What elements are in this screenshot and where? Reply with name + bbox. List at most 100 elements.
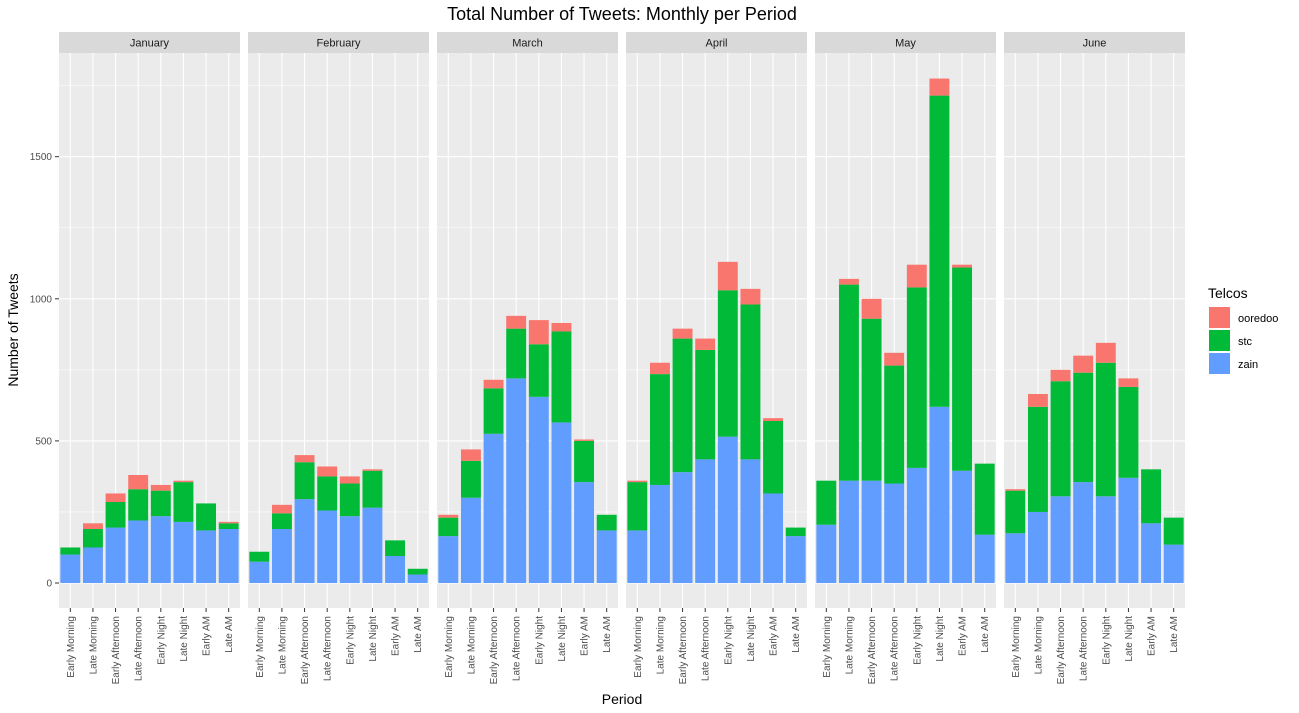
bar-zain: [60, 554, 81, 583]
bar-zain: [128, 520, 149, 583]
x-tick-label: Late Morning: [88, 616, 99, 674]
bar-stc: [150, 490, 171, 517]
bar-stc: [974, 463, 995, 535]
x-tick-label: Late Afternoon: [134, 616, 145, 681]
facet-strip: [1004, 32, 1185, 53]
y-axis-title: Number of Tweets: [5, 273, 21, 386]
legend-label-zain: zain: [1238, 359, 1258, 371]
x-tick-label: Late Night: [1124, 616, 1135, 662]
bar-zain: [196, 530, 217, 583]
x-tick-label: Early Afternoon: [867, 616, 878, 684]
bar-ooredoo: [317, 466, 338, 477]
bar-stc: [173, 482, 194, 522]
bar-stc: [407, 568, 428, 575]
bar-ooredoo: [695, 338, 716, 350]
facet-february: February Early Morning Late Morning Early A…: [248, 32, 429, 684]
bar-ooredoo: [294, 455, 315, 463]
bar-zain: [438, 536, 459, 583]
bar-stc: [271, 513, 292, 530]
bar-stc: [695, 349, 716, 460]
x-tick-label: Late Afternoon: [890, 616, 901, 681]
x-tick-label: Early Morning: [255, 616, 266, 678]
bar-stc: [362, 470, 383, 508]
y-tick-label: 1000: [30, 294, 53, 305]
bar-zain: [906, 467, 927, 583]
x-tick-label: Early Morning: [444, 616, 455, 678]
facet-june: June Early Morning Late Morning Early After…: [1004, 32, 1185, 684]
facet-strip: [815, 32, 996, 53]
x-tick-label: Early Morning: [822, 616, 833, 678]
bar-zain: [82, 547, 103, 583]
x-tick-label: Early Night: [912, 616, 923, 665]
x-tick-label: Early Afternoon: [111, 616, 122, 684]
bar-ooredoo: [105, 493, 126, 503]
bar-ooredoo: [740, 288, 761, 305]
bar-stc: [294, 462, 315, 500]
bar-ooredoo: [128, 475, 149, 490]
bar-stc: [1118, 386, 1139, 478]
bar-ooredoo: [627, 480, 648, 483]
bar-zain: [362, 507, 383, 583]
x-tick-label: Early Night: [723, 616, 734, 665]
bar-stc: [672, 338, 693, 473]
x-tick-label: Early Afternoon: [1056, 616, 1067, 684]
bar-ooredoo: [838, 278, 859, 285]
bar-zain: [173, 521, 194, 583]
bar-ooredoo: [528, 320, 549, 345]
bar-stc: [763, 421, 784, 494]
bar-ooredoo: [1005, 489, 1026, 491]
bar-stc: [740, 304, 761, 460]
x-tick-label: Late Morning: [466, 616, 477, 674]
x-tick-label: Late Morning: [655, 616, 666, 674]
bar-zain: [740, 459, 761, 583]
legend-key-stc: [1209, 330, 1230, 351]
bar-zain: [506, 378, 527, 583]
bar-zain: [717, 436, 738, 583]
bar-zain: [1118, 477, 1139, 583]
bar-zain: [816, 524, 837, 583]
x-tick-label: Late Afternoon: [701, 616, 712, 681]
x-tick-label: Early Morning: [66, 616, 77, 678]
bar-ooredoo: [1050, 369, 1071, 382]
x-tick-label: Late Night: [179, 616, 190, 662]
bar-zain: [150, 516, 171, 583]
bar-ooredoo: [173, 480, 194, 483]
bar-stc: [128, 489, 149, 521]
x-tick-label: Late AM: [224, 616, 235, 653]
x-tick-label: Early Night: [1101, 616, 1112, 665]
bar-stc: [528, 344, 549, 397]
bar-stc: [551, 331, 572, 423]
bar-ooredoo: [1095, 342, 1116, 363]
x-tick-label: Early Night: [534, 616, 545, 665]
bar-stc: [1095, 362, 1116, 497]
x-tick-label: Late Afternoon: [1079, 616, 1090, 681]
bar-zain: [785, 536, 806, 583]
bar-stc: [816, 480, 837, 525]
bar-zain: [271, 529, 292, 583]
bar-zain: [385, 556, 406, 583]
bar-zain: [649, 484, 670, 583]
x-tick-label: Late Morning: [277, 616, 288, 674]
bar-zain: [1073, 482, 1094, 583]
x-tick-label: Early Afternoon: [300, 616, 311, 684]
bar-stc: [196, 503, 217, 531]
x-tick-label: Late AM: [791, 616, 802, 653]
bar-zain: [861, 480, 882, 583]
bar-zain: [249, 561, 270, 583]
bar-zain: [1050, 496, 1071, 583]
x-tick-label: Early Afternoon: [678, 616, 689, 684]
bar-zain: [460, 497, 481, 583]
facet-label: January: [130, 38, 170, 50]
x-tick-label: Early Night: [345, 616, 356, 665]
bar-zain: [838, 480, 859, 583]
bar-zain: [105, 527, 126, 583]
x-axis-title: Period: [602, 691, 642, 707]
bar-zain: [1095, 496, 1116, 583]
bar-stc: [249, 551, 270, 562]
legend-key-ooredoo: [1209, 307, 1230, 328]
bar-stc: [82, 529, 103, 548]
x-tick-label: Late AM: [413, 616, 424, 653]
facet-label: April: [705, 38, 727, 50]
bar-zain: [1163, 544, 1184, 583]
